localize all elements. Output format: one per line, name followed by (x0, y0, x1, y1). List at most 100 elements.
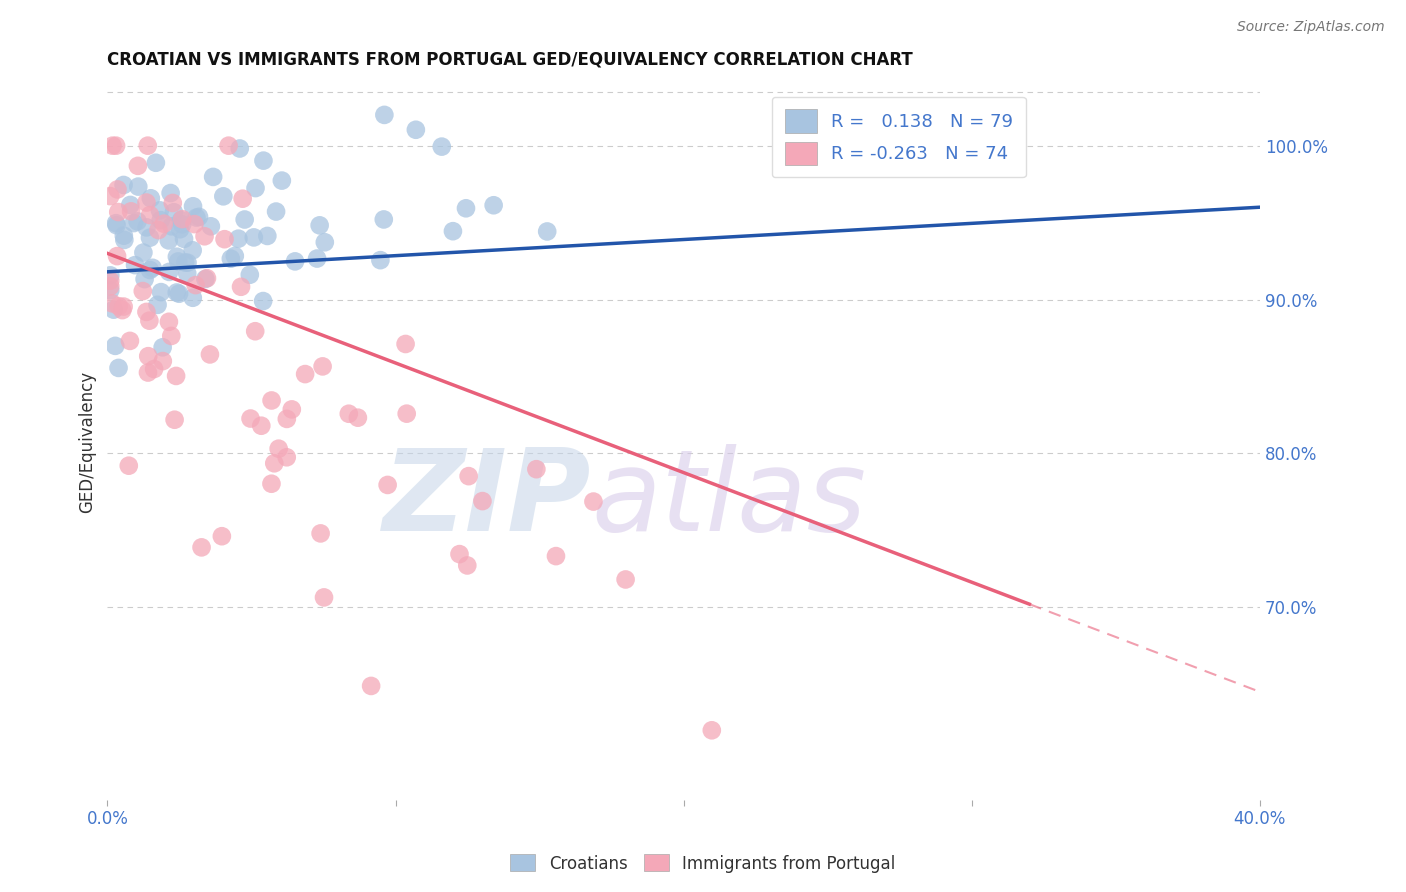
Point (449, 547, 471, 561)
Point (263, 456, 285, 470)
Point (127, 214, 149, 228)
Point (260, 476, 283, 491)
Point (136, 349, 159, 363)
Point (198, 347, 221, 361)
Point (112, 178, 135, 192)
Point (162, 196, 184, 211)
Point (136, 366, 159, 380)
Point (454, 202, 477, 216)
Point (229, 141, 252, 155)
Point (370, 253, 392, 268)
Point (224, 249, 246, 263)
Point (312, 591, 335, 605)
Point (314, 235, 336, 250)
Point (337, 407, 360, 421)
Point (267, 442, 290, 456)
Point (270, 173, 292, 187)
Point (228, 232, 250, 246)
Point (260, 393, 283, 408)
Point (160, 219, 183, 234)
Point (134, 272, 156, 286)
Point (105, 216, 128, 230)
Point (135, 220, 157, 235)
Point (142, 260, 165, 275)
Point (104, 339, 127, 353)
Point (98, 268, 121, 283)
Point (614, 573, 637, 587)
Point (395, 407, 418, 421)
Point (165, 368, 187, 383)
Point (169, 222, 191, 236)
Point (157, 234, 180, 248)
Point (148, 223, 170, 237)
Point (281, 402, 304, 417)
Point (166, 285, 188, 300)
Point (127, 179, 149, 194)
Point (98, 189, 121, 203)
Point (276, 412, 298, 426)
Point (145, 155, 167, 169)
Point (146, 298, 169, 312)
Point (471, 494, 494, 508)
Point (243, 230, 266, 244)
Point (138, 314, 160, 328)
Point (252, 153, 274, 168)
Point (103, 302, 125, 317)
Point (202, 169, 225, 184)
Point (212, 189, 235, 203)
Point (135, 305, 157, 319)
Point (112, 233, 135, 247)
Point (229, 280, 252, 294)
Point (256, 229, 278, 244)
Point (195, 271, 218, 285)
Point (160, 329, 183, 343)
Point (111, 303, 134, 318)
Point (136, 138, 159, 153)
Point (250, 418, 273, 433)
Point (98, 274, 121, 288)
Point (311, 359, 333, 374)
Point (264, 204, 287, 219)
Point (112, 228, 135, 243)
Point (120, 198, 142, 212)
Point (544, 549, 567, 563)
Point (190, 541, 212, 555)
Point (430, 139, 453, 153)
Point (107, 182, 129, 196)
Point (219, 252, 242, 266)
Legend: R =   0.138   N = 79, R = -0.263   N = 74: R = 0.138 N = 79, R = -0.263 N = 74 (772, 96, 1026, 178)
Point (456, 558, 478, 573)
Point (149, 213, 172, 227)
Point (184, 278, 207, 293)
Point (139, 208, 162, 222)
Point (170, 213, 193, 227)
Point (167, 254, 190, 268)
Point (700, 723, 723, 738)
Point (174, 255, 197, 269)
Text: ZIP: ZIP (382, 443, 592, 555)
Point (252, 294, 274, 309)
Point (245, 324, 267, 338)
Point (157, 265, 180, 279)
Point (524, 462, 547, 476)
Point (176, 266, 198, 280)
Point (120, 204, 142, 219)
Point (308, 219, 330, 233)
Point (211, 529, 233, 543)
Point (105, 218, 128, 232)
Legend: Croatians, Immigrants from Portugal: Croatians, Immigrants from Portugal (503, 847, 903, 880)
Point (149, 203, 172, 218)
Point (159, 186, 181, 200)
Point (194, 272, 217, 286)
Point (139, 263, 162, 277)
Point (377, 478, 399, 492)
Point (163, 413, 186, 427)
Point (118, 334, 141, 348)
Point (181, 244, 204, 258)
Point (166, 250, 188, 264)
Y-axis label: GED/Equivalency: GED/Equivalency (79, 371, 96, 513)
Point (118, 458, 141, 473)
Point (107, 205, 129, 219)
Point (139, 230, 162, 244)
Point (309, 526, 332, 541)
